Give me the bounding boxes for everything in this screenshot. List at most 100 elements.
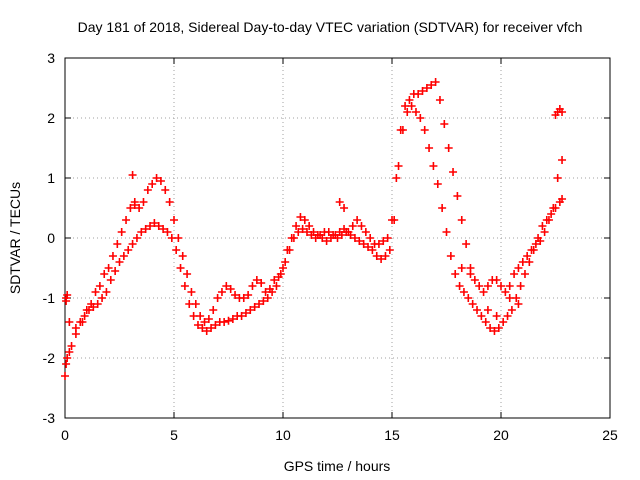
data-point xyxy=(427,81,436,89)
data-point xyxy=(492,276,501,284)
data-point xyxy=(483,306,492,314)
data-point xyxy=(294,228,303,236)
data-point xyxy=(78,318,87,326)
data-point xyxy=(411,108,420,116)
y-tick-label: -1 xyxy=(43,290,56,306)
data-point xyxy=(462,240,471,248)
data-point xyxy=(479,288,488,296)
data-point xyxy=(104,264,113,272)
data-point xyxy=(62,297,71,305)
data-point xyxy=(241,309,250,317)
data-point xyxy=(372,252,381,260)
data-point xyxy=(453,192,462,200)
data-point xyxy=(425,144,434,152)
data-point xyxy=(108,252,117,260)
data-point xyxy=(527,246,536,254)
data-point xyxy=(272,282,281,290)
data-point xyxy=(442,228,451,236)
data-point xyxy=(248,282,257,290)
y-tick-label: -3 xyxy=(43,410,56,426)
data-point xyxy=(106,276,115,284)
data-point xyxy=(359,240,368,248)
data-point xyxy=(435,96,444,104)
data-point xyxy=(259,297,268,305)
data-point xyxy=(124,246,133,254)
data-point xyxy=(549,204,558,212)
data-point xyxy=(174,234,183,242)
data-point xyxy=(196,312,205,320)
data-point xyxy=(433,180,442,188)
data-point xyxy=(451,270,460,278)
data-point xyxy=(263,294,272,302)
data-point xyxy=(440,120,449,128)
data-point xyxy=(394,162,403,170)
x-tick-label: 0 xyxy=(61,427,69,443)
data-point xyxy=(115,258,124,266)
data-point xyxy=(237,312,246,320)
data-point xyxy=(468,300,477,308)
data-point xyxy=(401,102,410,110)
series-isolated-points xyxy=(62,105,567,320)
data-point xyxy=(170,216,178,224)
data-point xyxy=(193,321,202,329)
chart-title: Day 181 of 2018, Sidereal Day-to-day VTE… xyxy=(78,19,583,35)
data-point xyxy=(558,195,567,203)
x-tick-label: 5 xyxy=(170,427,178,443)
data-point xyxy=(161,186,170,194)
data-point xyxy=(449,168,458,176)
data-point xyxy=(499,318,508,326)
data-point xyxy=(501,288,510,296)
data-point xyxy=(154,222,163,230)
data-point xyxy=(322,237,331,245)
data-point xyxy=(143,186,152,194)
data-point xyxy=(187,288,196,296)
data-point xyxy=(211,321,220,329)
data-point xyxy=(544,216,553,224)
data-point xyxy=(250,303,259,311)
data-point xyxy=(113,240,122,248)
x-tick-label: 25 xyxy=(602,427,618,443)
data-point xyxy=(98,294,107,302)
data-point xyxy=(492,312,501,320)
data-point xyxy=(558,108,567,116)
data-point xyxy=(455,282,464,290)
data-point xyxy=(244,291,253,299)
x-axis-label: GPS time / hours xyxy=(284,458,391,474)
data-point xyxy=(538,222,547,230)
data-point xyxy=(457,216,466,224)
data-point xyxy=(540,228,549,236)
data-point xyxy=(80,312,89,320)
data-point xyxy=(246,306,255,314)
data-point xyxy=(422,84,431,92)
series-track-A xyxy=(61,102,567,380)
data-point xyxy=(318,234,327,242)
data-point xyxy=(117,228,126,236)
data-point xyxy=(446,252,455,260)
data-point xyxy=(102,288,111,296)
data-point xyxy=(213,294,222,302)
data-point xyxy=(111,267,120,275)
data-point xyxy=(220,318,229,326)
data-point xyxy=(61,372,69,380)
data-point xyxy=(392,174,401,182)
data-point xyxy=(503,312,512,320)
data-point xyxy=(165,198,174,206)
data-point xyxy=(340,225,349,233)
data-point xyxy=(497,282,505,290)
data-point xyxy=(470,276,479,284)
data-point xyxy=(207,324,216,332)
data-point xyxy=(152,174,161,182)
data-point xyxy=(279,264,287,272)
data-point xyxy=(122,216,131,224)
data-point xyxy=(353,216,362,224)
x-axis-ticks: 0 5 10 15 20 25 xyxy=(61,58,618,443)
data-point xyxy=(141,225,150,233)
data-point xyxy=(226,285,235,293)
data-point xyxy=(270,276,279,284)
data-point xyxy=(361,228,370,236)
data-point xyxy=(516,282,525,290)
data-point xyxy=(558,156,567,164)
y-tick-label: 0 xyxy=(47,230,55,246)
data-point xyxy=(296,213,305,221)
